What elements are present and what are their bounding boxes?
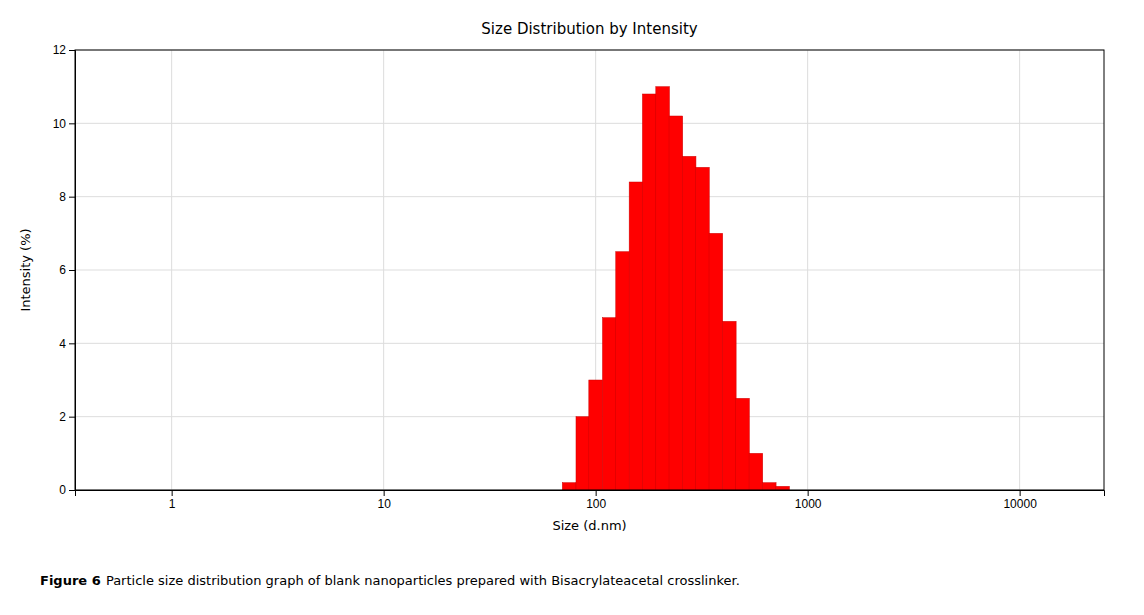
axis-line <box>76 491 1105 497</box>
bar <box>736 398 750 490</box>
tick-mark <box>69 197 75 198</box>
tick-mark <box>808 490 809 496</box>
tick-mark <box>384 490 385 496</box>
y-axis-label: Intensity (%) <box>18 228 33 311</box>
y-axis: 0 2 4 6 8 10 12 <box>53 43 76 497</box>
tick-label: 6 <box>59 263 66 277</box>
caption-text: Particle size distribution graph of blan… <box>106 573 740 588</box>
title: Size Distribution by Intensity <box>481 20 697 38</box>
tick: 10000 <box>1003 490 1037 511</box>
tick-mark <box>69 270 75 271</box>
bar <box>776 486 790 490</box>
grid-line <box>75 123 1104 124</box>
bar <box>602 318 616 490</box>
tick-mark <box>69 50 75 51</box>
bar <box>696 167 710 490</box>
x-axis: 1 10 100 1000 10000 <box>76 490 1105 511</box>
plot: 1 10 100 1000 10000 0 2 4 6 8 10 12 <box>53 43 1105 510</box>
tick-mark <box>69 123 75 124</box>
tick-mark <box>69 490 75 491</box>
bar <box>562 483 576 490</box>
tick-label: 0 <box>59 483 66 497</box>
tick-mark <box>172 490 173 496</box>
tick: 1000 <box>795 490 822 511</box>
chart: 1 10 100 1000 10000 0 2 4 6 8 10 12 Size Distributio… <box>0 0 1144 615</box>
tick: 0 <box>59 483 75 497</box>
grid-line <box>75 270 1104 271</box>
tick-label: 1 <box>169 497 176 511</box>
bar <box>616 252 630 490</box>
bar <box>656 87 670 490</box>
grid-line <box>75 196 1104 197</box>
bars <box>562 87 789 490</box>
grid-line <box>75 343 1104 344</box>
x-axis-label: Size (d.nm) <box>552 518 626 533</box>
tick: 6 <box>59 263 75 277</box>
grid <box>75 50 1104 490</box>
tick-mark <box>69 343 75 344</box>
tick: 100 <box>586 490 606 511</box>
bar <box>722 321 736 490</box>
caption: Figure 6 Particle size distribution graph… <box>40 573 740 588</box>
plot-frame <box>75 50 1104 490</box>
bar <box>709 233 723 490</box>
tick-label: 2 <box>59 410 66 424</box>
bar <box>642 94 656 490</box>
axis-line <box>69 51 76 491</box>
tick-label: 10000 <box>1003 497 1037 511</box>
bar <box>629 182 643 490</box>
bar <box>682 156 696 490</box>
tick-mark <box>596 490 597 496</box>
bar <box>576 417 590 490</box>
bar <box>749 453 763 490</box>
tick-mark <box>1020 490 1021 496</box>
tick-label: 12 <box>53 43 67 57</box>
tick-mark <box>69 417 75 418</box>
bar <box>762 483 776 490</box>
tick-label: 10 <box>53 117 67 131</box>
tick-label: 10 <box>377 497 391 511</box>
tick-label: 4 <box>59 337 66 351</box>
tick: 12 <box>53 43 75 57</box>
tick-label: 8 <box>59 190 66 204</box>
tick: 8 <box>59 190 75 204</box>
tick-label: 1000 <box>795 497 822 511</box>
bar <box>669 116 683 490</box>
tick: 10 <box>377 490 391 511</box>
caption-label: Figure 6 <box>40 573 101 588</box>
tick: 1 <box>169 490 176 511</box>
tick: 4 <box>59 337 75 351</box>
tick-label: 100 <box>586 497 606 511</box>
tick: 2 <box>59 410 75 424</box>
tick: 10 <box>53 117 75 131</box>
bar <box>589 380 603 490</box>
